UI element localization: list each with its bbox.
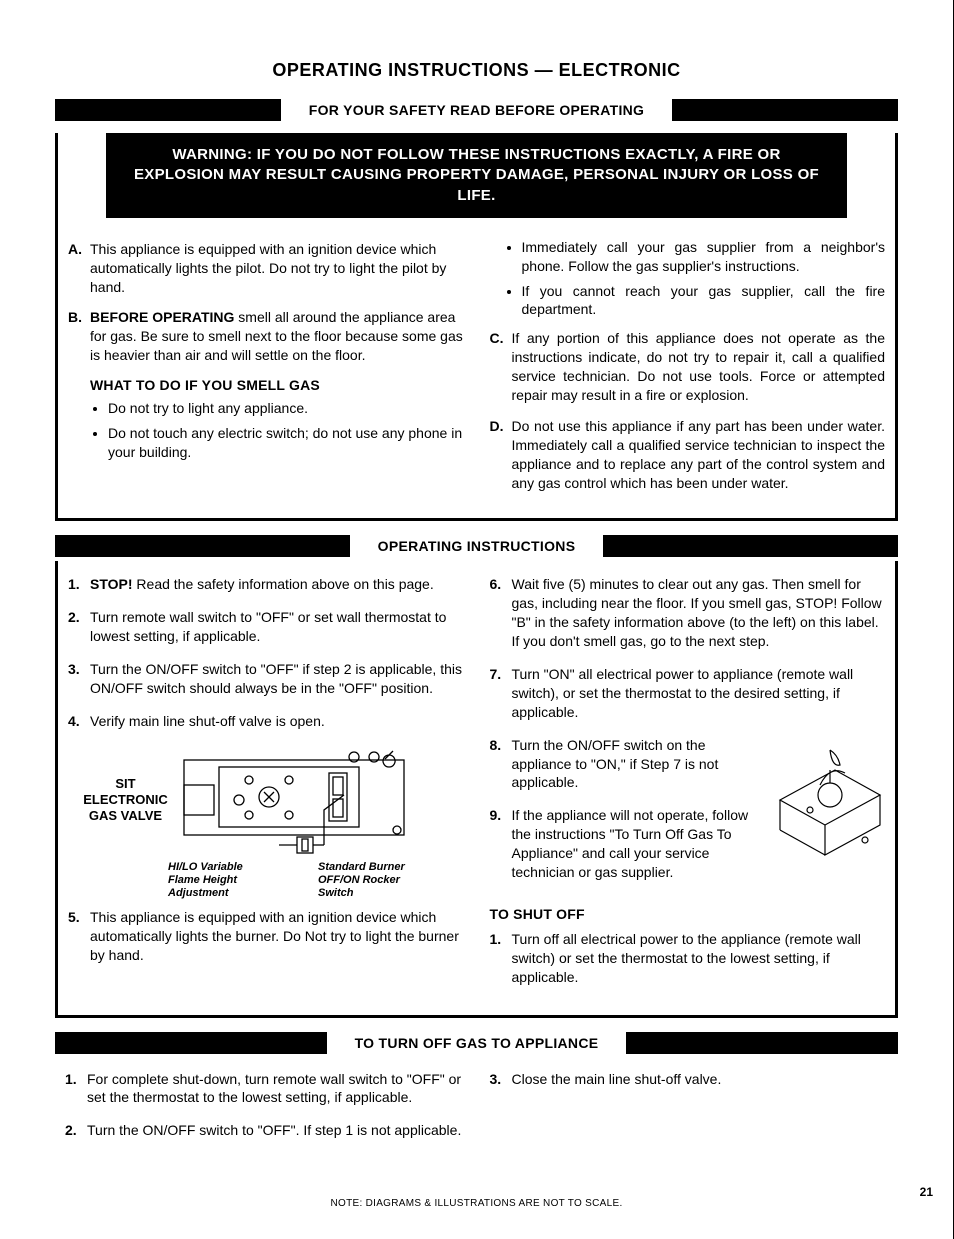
operating-right-col: 6. Wait five (5) minutes to clear out an… xyxy=(490,567,886,1000)
right-bullets: Immediately call your gas supplier from … xyxy=(490,238,886,320)
turn-off-left-steps: 1. For complete shut-down, turn remote wa… xyxy=(65,1070,464,1141)
left-steps-cont: 5. This appliance is equipped with an ign… xyxy=(68,908,464,965)
left-steps: 1. STOP! Read the safety information abov… xyxy=(68,575,464,730)
num: 4. xyxy=(68,712,80,731)
step-text: If the appliance will not operate, follo… xyxy=(512,807,749,880)
step-6: 6. Wait five (5) minutes to clear out an… xyxy=(490,575,886,651)
smell-heading: WHAT TO DO IF YOU SMELL GAS xyxy=(90,377,464,393)
num: 1. xyxy=(490,930,502,949)
warning-header: WARNING: IF YOU DO NOT FOLLOW THESE INST… xyxy=(106,133,847,218)
item-c-text: If any portion of this appliance does no… xyxy=(512,330,886,403)
step-3: 3. Turn the ON/OFF switch to "OFF" if ste… xyxy=(68,660,464,698)
shut-off-steps: 1. Turn off all electrical power to the a… xyxy=(490,930,886,987)
right-bullet: If you cannot reach your gas supplier, c… xyxy=(522,282,886,320)
marker-a: A. xyxy=(68,240,82,259)
turn-off-step-2: 2. Turn the ON/OFF switch to "OFF". If st… xyxy=(65,1121,464,1140)
safety-right-col: Immediately call your gas supplier from … xyxy=(490,232,886,505)
right-steps: 6. Wait five (5) minutes to clear out an… xyxy=(490,575,886,881)
operating-bar-label: OPERATING INSTRUCTIONS xyxy=(350,535,604,557)
smell-bullet: Do not try to light any appliance. xyxy=(108,399,464,418)
operating-columns: 1. STOP! Read the safety information abov… xyxy=(68,567,885,1000)
turn-off-step-3: 3. Close the main line shut-off valve. xyxy=(490,1070,889,1089)
step-text: Turn "ON" all electrical power to applia… xyxy=(512,666,854,720)
step-text: Read the safety information above on thi… xyxy=(133,576,434,592)
item-d-text: Do not use this appliance if any part ha… xyxy=(512,418,886,491)
num: 2. xyxy=(65,1121,77,1140)
safety-block: WARNING: IF YOU DO NOT FOLLOW THESE INST… xyxy=(55,133,898,521)
operating-block: 1. STOP! Read the safety information abov… xyxy=(55,561,898,1017)
step-5: 5. This appliance is equipped with an ign… xyxy=(68,908,464,965)
step-1: 1. STOP! Read the safety information abov… xyxy=(68,575,464,594)
item-a: A. This appliance is equipped with an ig… xyxy=(68,240,464,297)
turn-off-right: 3. Close the main line shut-off valve. xyxy=(490,1062,889,1155)
gas-valve-diagram-icon xyxy=(179,745,439,855)
turn-off-columns: 1. For complete shut-down, turn remote wa… xyxy=(55,1058,898,1159)
shut-off-heading: TO SHUT OFF xyxy=(490,906,886,922)
step-bold: STOP! xyxy=(90,576,133,592)
caption-right: Standard Burner OFF/ON Rocker Switch xyxy=(318,861,428,901)
marker-b: B. xyxy=(68,308,82,327)
valve-label: SIT ELECTRONIC GAS VALVE xyxy=(78,776,173,823)
smell-bullets: Do not try to light any appliance. Do no… xyxy=(90,399,464,462)
num: 9. xyxy=(490,806,502,825)
safety-columns: A. This appliance is equipped with an ig… xyxy=(58,228,895,519)
marker-d: D. xyxy=(490,417,504,436)
num: 6. xyxy=(490,575,502,594)
safety-bar-label: FOR YOUR SAFETY READ BEFORE OPERATING xyxy=(281,99,672,121)
right-bullet: Immediately call your gas supplier from … xyxy=(522,238,886,276)
page-container: OPERATING INSTRUCTIONS — ELECTRONIC FOR … xyxy=(0,0,954,1239)
step-text: Verify main line shut-off valve is open. xyxy=(90,713,325,729)
marker-c: C. xyxy=(490,329,504,348)
step-text: This appliance is equipped with an ignit… xyxy=(90,909,459,963)
item-b-label: BEFORE OPERATING xyxy=(90,309,234,325)
turn-off-left: 1. For complete shut-down, turn remote wa… xyxy=(65,1062,464,1155)
num: 1. xyxy=(68,575,80,594)
valve-captions: HI/LO Variable Flame Height Adjustment S… xyxy=(168,861,464,901)
step-8: 8. Turn the ON/OFF switch on the applianc… xyxy=(490,736,886,793)
caption-left: HI/LO Variable Flame Height Adjustment xyxy=(168,861,268,901)
step-text: Turn remote wall switch to "OFF" or set … xyxy=(90,609,446,644)
num: 8. xyxy=(490,736,502,755)
num: 3. xyxy=(68,660,80,679)
step-text: Wait five (5) minutes to clear out any g… xyxy=(512,576,882,649)
step-text: Turn the ON/OFF switch to "OFF" if step … xyxy=(90,661,462,696)
safety-bar: FOR YOUR SAFETY READ BEFORE OPERATING xyxy=(55,99,898,121)
step-text: Turn off all electrical power to the app… xyxy=(512,931,861,985)
num: 2. xyxy=(68,608,80,627)
operating-left-col: 1. STOP! Read the safety information abov… xyxy=(68,567,464,1000)
num: 3. xyxy=(490,1070,502,1089)
step-text: Close the main line shut-off valve. xyxy=(512,1071,722,1087)
step-9: 9. If the appliance will not operate, fol… xyxy=(490,806,886,882)
num: 5. xyxy=(68,908,80,927)
turn-off-bar-label: TO TURN OFF GAS TO APPLIANCE xyxy=(327,1032,627,1054)
page-title: OPERATING INSTRUCTIONS — ELECTRONIC xyxy=(55,60,898,81)
item-b: B. BEFORE OPERATING smell all around the… xyxy=(68,308,464,365)
smell-bullet: Do not touch any electric switch; do not… xyxy=(108,424,464,462)
turn-off-step-1: 1. For complete shut-down, turn remote wa… xyxy=(65,1070,464,1108)
page-number: 21 xyxy=(920,1185,933,1199)
step-2: 2. Turn remote wall switch to "OFF" or se… xyxy=(68,608,464,646)
valve-figure: SIT ELECTRONIC GAS VALVE xyxy=(78,745,464,855)
turn-off-right-steps: 3. Close the main line shut-off valve. xyxy=(490,1070,889,1089)
item-d: D. Do not use this appliance if any part… xyxy=(490,417,886,493)
step-text: Turn the ON/OFF switch to "OFF". If step… xyxy=(87,1122,461,1138)
step-4: 4. Verify main line shut-off valve is ope… xyxy=(68,712,464,731)
operating-bar: OPERATING INSTRUCTIONS xyxy=(55,535,898,557)
item-c: C. If any portion of this appliance does… xyxy=(490,329,886,405)
item-a-text: This appliance is equipped with an ignit… xyxy=(90,241,446,295)
num: 7. xyxy=(490,665,502,684)
num: 1. xyxy=(65,1070,77,1089)
step-text: Turn the ON/OFF switch on the appliance … xyxy=(512,737,719,791)
safety-left-col: A. This appliance is equipped with an ig… xyxy=(68,232,464,505)
shut-off-step-1: 1. Turn off all electrical power to the a… xyxy=(490,930,886,987)
turn-off-bar: TO TURN OFF GAS TO APPLIANCE xyxy=(55,1032,898,1054)
step-7: 7. Turn "ON" all electrical power to appl… xyxy=(490,665,886,722)
footnote: NOTE: DIAGRAMS & ILLUSTRATIONS ARE NOT T… xyxy=(55,1198,898,1209)
step-text: For complete shut-down, turn remote wall… xyxy=(87,1071,461,1106)
